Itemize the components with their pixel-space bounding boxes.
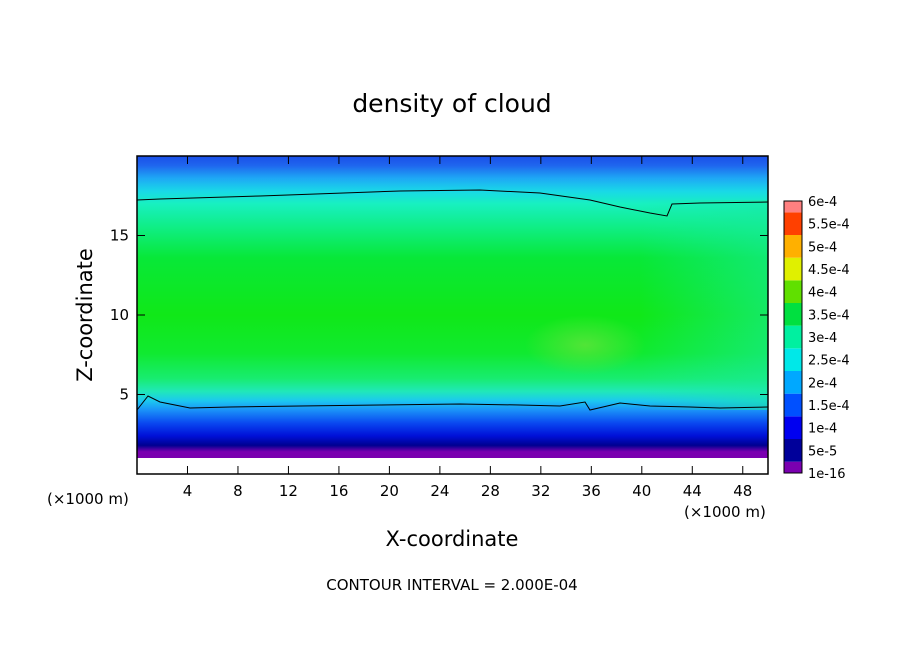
- colorbar-label: 5e-5: [808, 444, 837, 459]
- colorbar-label: 5e-4: [808, 240, 837, 255]
- colorbar: 1e-16 5e-5 1e-4 1.5e-4 2e-4 2.5e-4 3e-4 3.5e-4 4…: [783, 195, 850, 482]
- y-axis-ticks: 5 10 15: [110, 227, 768, 404]
- colorbar-label: 1e-4: [808, 422, 837, 437]
- swirl-feature: [525, 315, 645, 375]
- chart-title: density of cloud: [352, 89, 551, 118]
- colorbar-swatch: [784, 212, 802, 235]
- colorbar-swatch: [784, 201, 802, 213]
- colorbar-label: 4e-4: [808, 286, 837, 301]
- x-axis-ticks: 4 8 12 16 20 24 28 32 36 40 44 48: [183, 156, 752, 500]
- colorbar-swatch: [784, 257, 802, 281]
- colorbar-label: 1e-16: [808, 467, 846, 482]
- colorbar-swatch: [784, 325, 802, 349]
- colorbar-label: 3e-4: [808, 331, 837, 346]
- x-axis-label: X-coordinate: [386, 527, 519, 551]
- contour-interval-footer: CONTOUR INTERVAL = 2.000E-04: [326, 576, 577, 594]
- plot-area: [137, 156, 768, 474]
- x-tick-label: 36: [582, 482, 601, 500]
- colorbar-label: 1.5e-4: [808, 399, 850, 414]
- x-tick-label: 28: [481, 482, 500, 500]
- colorbar-swatch: [784, 371, 802, 394]
- x-tick-label: 44: [683, 482, 702, 500]
- x-unit-left: (×1000 m): [47, 490, 129, 508]
- colorbar-label: 2e-4: [808, 376, 837, 391]
- y-tick-label: 10: [110, 306, 129, 324]
- y-tick-label: 15: [110, 227, 129, 245]
- x-tick-label: 12: [279, 482, 298, 500]
- colorbar-label: 3.5e-4: [808, 308, 850, 323]
- x-tick-label: 4: [183, 482, 193, 500]
- x-tick-label: 48: [733, 482, 752, 500]
- lower-contour-line: [137, 395, 768, 411]
- colorbar-swatch: [784, 348, 802, 371]
- upper-contour-line: [137, 189, 768, 217]
- y-tick-label: 5: [119, 386, 129, 404]
- colorbar-swatch: [784, 416, 802, 439]
- x-tick-label: 40: [632, 482, 651, 500]
- y-axis-label: Z-coordinate: [73, 248, 97, 382]
- x-tick-label: 32: [531, 482, 550, 500]
- colorbar-swatch: [784, 235, 802, 258]
- colorbar-frame: [783, 200, 803, 474]
- colorbar-swatch: [784, 461, 802, 473]
- colorbar-label: 4.5e-4: [808, 263, 850, 278]
- colorbar-swatch: [784, 393, 802, 417]
- right-edge-wash: [640, 200, 768, 410]
- x-tick-label: 8: [233, 482, 243, 500]
- colorbar-label: 5.5e-4: [808, 218, 850, 233]
- x-unit-right: (×1000 m): [684, 503, 766, 521]
- x-tick-label: 16: [329, 482, 348, 500]
- colorbar-swatch: [784, 303, 802, 326]
- colorbar-swatch: [784, 280, 802, 303]
- x-tick-label: 24: [430, 482, 449, 500]
- x-tick-label: 20: [380, 482, 399, 500]
- colorbar-label: 6e-4: [808, 195, 837, 210]
- colorbar-label: 2.5e-4: [808, 354, 850, 369]
- colorbar-swatch: [784, 439, 802, 462]
